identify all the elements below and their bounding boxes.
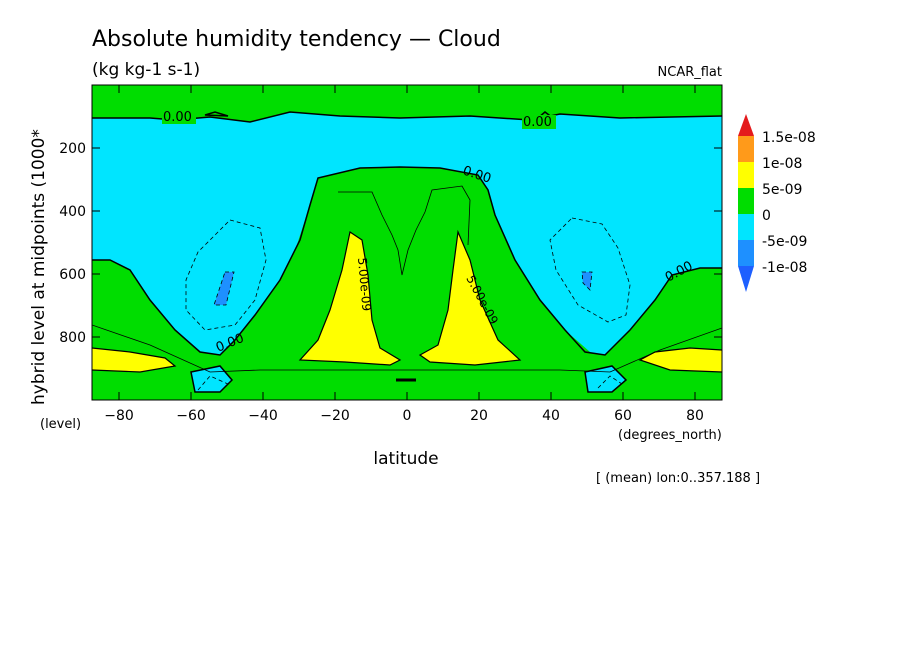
colorbar-segment xyxy=(738,240,754,266)
axis-ticks: −80 −60 −40 −20 0 20 40 60 80 200 400 600 800 xyxy=(59,85,722,424)
region-positive-north-polar xyxy=(640,348,722,372)
colorbar-label: 1.5e-08 xyxy=(762,130,816,146)
contour-label-bg xyxy=(162,110,196,124)
x-axis-label: latitude xyxy=(373,449,438,469)
region-negative-south-boundary xyxy=(191,366,232,392)
x-tick-label: −80 xyxy=(104,408,134,424)
y-tick-label: 600 xyxy=(59,267,86,283)
negative-contours xyxy=(185,217,631,391)
x-tick-label: 40 xyxy=(542,408,560,424)
region-positive-north-subtropic xyxy=(420,232,520,365)
colorbar-label: 5e-09 xyxy=(762,182,802,198)
y-tick-label: 400 xyxy=(59,204,86,220)
x-tick-label: 80 xyxy=(686,408,704,424)
colorbar-segment xyxy=(738,162,754,188)
contour-label: 0.00 xyxy=(163,110,192,125)
contour-label: 0.00 xyxy=(523,115,552,130)
x-tick-label: 20 xyxy=(470,408,488,424)
source-label: NCAR_flat xyxy=(658,65,722,80)
region-strong-negative-north xyxy=(582,272,592,290)
colorbar-bottom-arrow xyxy=(738,266,754,292)
colorbar: 1.5e-08 1e-08 5e-09 0 -5e-09 -1e-08 xyxy=(738,114,816,292)
x-tick-label: −60 xyxy=(176,408,206,424)
chart-title: Absolute humidity tendency — Cloud xyxy=(92,27,501,52)
x-axis-units: (degrees_north) xyxy=(618,428,722,443)
colorbar-label: -1e-08 xyxy=(762,260,807,276)
colorbar-label: -5e-09 xyxy=(762,234,807,250)
region-strong-negative-south xyxy=(214,272,234,305)
x-tick-label: −20 xyxy=(320,408,350,424)
y-tick-label: 800 xyxy=(59,330,86,346)
contour-label-bg xyxy=(522,115,556,129)
chart-units: (kg kg-1 s-1) xyxy=(92,60,200,80)
y-axis-units: (level) xyxy=(40,417,81,432)
colorbar-top-arrow xyxy=(738,114,754,136)
region-negative-north-boundary xyxy=(585,366,626,392)
y-tick-label: 200 xyxy=(59,141,86,157)
footnote: [ (mean) lon:0..357.188 ] xyxy=(596,471,760,486)
colorbar-label: 1e-08 xyxy=(762,156,802,172)
colorbar-segment xyxy=(738,136,754,162)
x-tick-label: 0 xyxy=(403,408,412,424)
contour-label: 5.00e-09 xyxy=(355,257,374,312)
colorbar-label: 0 xyxy=(762,208,771,224)
colorbar-segment xyxy=(738,214,754,240)
contour-field: 0.00 0.00 0.00 0.00 0.00 5.00e-09 5.00e-… xyxy=(92,85,722,400)
region-negative-upper xyxy=(92,112,722,355)
positive-contours xyxy=(92,229,722,373)
colorbar-segment xyxy=(738,188,754,214)
thin-contours xyxy=(92,185,722,373)
y-axis-label: hybrid level at midpoints (1000* xyxy=(29,129,49,405)
x-tick-label: −40 xyxy=(248,408,278,424)
region-central-plume xyxy=(225,168,590,375)
x-tick-label: 60 xyxy=(614,408,632,424)
region-positive-south-polar xyxy=(92,348,175,372)
